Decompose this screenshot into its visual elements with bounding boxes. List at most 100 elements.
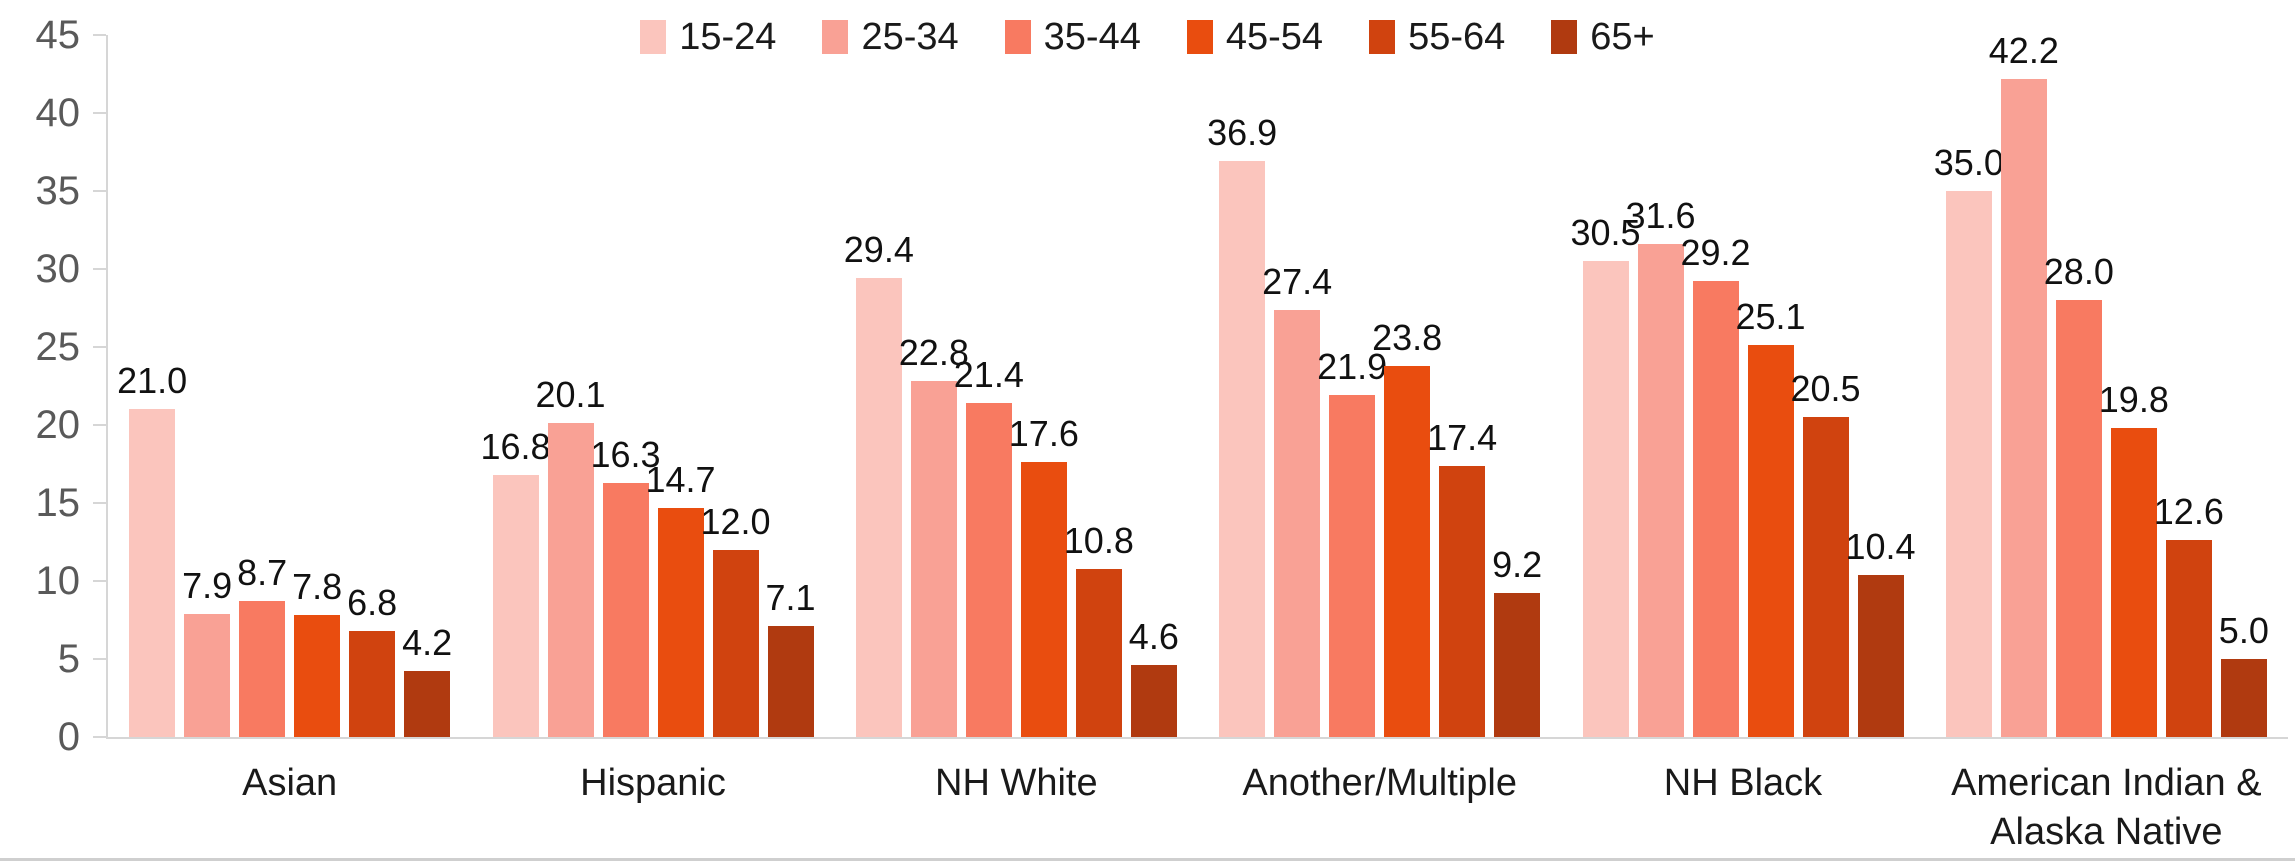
bar-55-64 bbox=[2165, 540, 2212, 737]
bar-value-label: 19.8 bbox=[2098, 379, 2169, 421]
bar-value-label: 17.4 bbox=[1427, 416, 1498, 458]
legend-label: 45-54 bbox=[1225, 16, 1324, 58]
bar-value-label: 16.8 bbox=[480, 425, 551, 467]
bar-value-label: 27.4 bbox=[1262, 260, 1333, 302]
bar-value-label: 36.9 bbox=[1207, 112, 1278, 154]
category-label: Another/Multiple bbox=[1242, 762, 1517, 804]
y-axis-tick-label: 35 bbox=[35, 169, 81, 213]
bar-value-label: 31.6 bbox=[1625, 195, 1696, 237]
legend-swatch bbox=[1369, 20, 1396, 54]
bar-value-label: 25.1 bbox=[1735, 296, 1806, 338]
bar-value-label: 21.9 bbox=[1317, 346, 1388, 388]
y-axis-tick-label: 20 bbox=[35, 403, 81, 447]
bar-15-24 bbox=[492, 474, 539, 737]
bar-value-label: 7.1 bbox=[765, 577, 816, 619]
bar-35-44 bbox=[239, 601, 286, 737]
bar-55-64 bbox=[349, 630, 396, 737]
y-axis-tick-label: 5 bbox=[57, 637, 80, 681]
bar-55-64 bbox=[712, 549, 759, 737]
bar-15-24 bbox=[129, 409, 176, 737]
legend-swatch bbox=[640, 20, 667, 54]
bar-value-label: 30.5 bbox=[1570, 212, 1641, 254]
y-axis-line bbox=[106, 35, 108, 739]
legend-item-35-44: 35-44 bbox=[1004, 16, 1141, 58]
bar-45-54 bbox=[2110, 428, 2157, 737]
bar-35-44 bbox=[602, 482, 649, 737]
bar-value-label: 20.5 bbox=[1790, 368, 1861, 410]
legend-item-15-24: 15-24 bbox=[640, 18, 776, 56]
y-axis-tick-label: 0 bbox=[57, 715, 80, 759]
bar-value-label: 35.0 bbox=[1933, 142, 2004, 183]
bar-value-label: 7.8 bbox=[292, 566, 343, 608]
bar-value-label: 21.4 bbox=[953, 354, 1024, 396]
bar-value-label: 12.0 bbox=[700, 500, 771, 542]
bar-65+ bbox=[404, 671, 451, 737]
y-axis-tick bbox=[93, 112, 106, 114]
legend-item-25-34: 25-34 bbox=[822, 18, 959, 56]
y-axis-tick bbox=[93, 424, 106, 426]
category-label: Asian bbox=[242, 762, 338, 804]
x-axis-line bbox=[106, 737, 2288, 739]
legend-label: 15-24 bbox=[679, 16, 777, 58]
category-label: American Indian & Alaska Native bbox=[1951, 762, 2262, 853]
bar-value-label: 12.6 bbox=[2153, 491, 2224, 533]
bar-35-44 bbox=[1692, 281, 1739, 737]
bar-45-54 bbox=[1747, 345, 1794, 737]
bar-55-64 bbox=[1439, 465, 1486, 737]
bar-65+ bbox=[767, 626, 814, 737]
y-axis-tick bbox=[93, 268, 106, 270]
category-label: NH Black bbox=[1663, 762, 1823, 804]
bar-value-label: 17.6 bbox=[1008, 413, 1079, 455]
bar-15-24 bbox=[1945, 191, 1992, 737]
bar-value-label: 23.8 bbox=[1372, 316, 1443, 358]
chart-bottom-border bbox=[0, 858, 2295, 861]
legend-item-45-54: 45-54 bbox=[1186, 16, 1324, 58]
bar-15-24 bbox=[1582, 261, 1629, 737]
legend-swatch bbox=[1186, 20, 1213, 54]
bar-45-54 bbox=[657, 507, 704, 737]
bar-value-label: 10.8 bbox=[1063, 519, 1134, 561]
bar-65+ bbox=[1857, 574, 1904, 737]
bar-25-34 bbox=[1274, 309, 1321, 737]
y-axis-tick bbox=[93, 736, 106, 738]
bar-value-label: 14.7 bbox=[645, 458, 716, 500]
bar-value-label: 6.8 bbox=[347, 581, 398, 623]
bar-45-54 bbox=[294, 615, 341, 737]
y-axis-tick-label: 10 bbox=[35, 559, 81, 603]
y-axis-tick bbox=[93, 658, 106, 660]
category-label: NH White bbox=[935, 762, 1098, 804]
chart-legend: 15-24 25-34 35-44 45-54 55-64 65+ bbox=[0, 18, 2295, 56]
bar-value-label: 9.2 bbox=[1492, 544, 1543, 586]
bar-35-44 bbox=[2055, 300, 2102, 737]
bar-value-label: 7.9 bbox=[182, 564, 233, 606]
y-axis-tick-label: 25 bbox=[35, 325, 81, 369]
bar-25-34 bbox=[184, 613, 231, 737]
bar-15-24 bbox=[855, 278, 902, 737]
legend-label: 35-44 bbox=[1043, 16, 1141, 58]
y-axis-tick bbox=[93, 190, 106, 192]
bar-value-label: 29.2 bbox=[1680, 232, 1751, 274]
legend-item-55-64: 55-64 bbox=[1369, 18, 1505, 56]
legend-swatch bbox=[1004, 20, 1031, 54]
y-axis-tick-label: 45 bbox=[35, 13, 81, 57]
bar-value-label: 42.2 bbox=[1988, 29, 2059, 71]
bar-45-54 bbox=[1020, 462, 1067, 737]
bar-65+ bbox=[2220, 659, 2267, 737]
bar-25-34 bbox=[910, 381, 957, 737]
bar-value-label: 4.2 bbox=[402, 622, 453, 664]
legend-label: 55-64 bbox=[1408, 16, 1506, 58]
bar-25-34 bbox=[1637, 244, 1684, 737]
bar-value-label: 8.7 bbox=[237, 552, 288, 594]
bar-value-label: 28.0 bbox=[2043, 251, 2114, 293]
y-axis-tick-label: 40 bbox=[35, 91, 81, 135]
bar-25-34 bbox=[547, 423, 594, 737]
legend-swatch bbox=[1551, 20, 1578, 54]
bar-value-label: 4.6 bbox=[1128, 616, 1179, 658]
y-axis-tick bbox=[93, 34, 106, 36]
category-label: Hispanic bbox=[580, 762, 726, 804]
bar-value-label: 29.4 bbox=[843, 229, 914, 271]
legend-item-65+: 65+ bbox=[1551, 18, 1655, 56]
bar-35-44 bbox=[965, 403, 1012, 737]
bar-value-label: 21.0 bbox=[117, 360, 188, 402]
